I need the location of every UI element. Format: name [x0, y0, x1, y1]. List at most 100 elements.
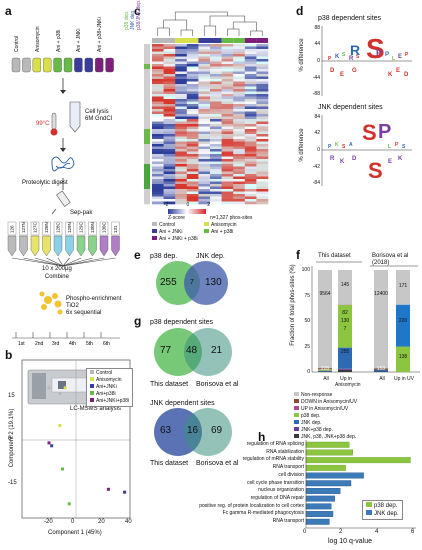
heatmap-cell [198, 196, 211, 200]
heatmap-cell [186, 199, 199, 202]
heatmap-cell [175, 129, 188, 132]
heatmap-cell [210, 71, 222, 75]
heatmap-cell [233, 144, 246, 147]
logo-letter: L [392, 56, 395, 62]
heatmap-cell [210, 89, 222, 92]
f-header-left: This dataset [318, 253, 351, 259]
heatmap-cell [221, 101, 234, 105]
heatmap-cell [233, 146, 246, 150]
round-label: 3rd [52, 341, 59, 347]
bar-annotation: 12400 [374, 291, 388, 298]
heatmap-cell [256, 186, 269, 190]
cluster-bar [144, 139, 150, 142]
heatmap-cell [210, 194, 222, 197]
heatmap-cell [175, 71, 188, 75]
heatmap-cell [244, 194, 257, 197]
f-xlabel: All [379, 376, 385, 382]
heatmap-cell [221, 91, 234, 95]
heatmap-cell [221, 191, 234, 195]
logo-letter: P [405, 52, 409, 58]
heatmap-cell [256, 74, 269, 77]
venn-e-a: 255 [160, 277, 177, 288]
heatmap-cell [233, 104, 246, 107]
heatmap-cell [152, 181, 164, 185]
heatmap-cell [175, 144, 188, 147]
heatmap-cell [256, 131, 269, 135]
panel-label-c: c [134, 4, 141, 18]
heatmap-cell [210, 54, 222, 57]
cluster-bar [144, 51, 150, 55]
heatmap-cell [256, 111, 269, 115]
cluster-side-label: p38/JNK dep. [136, 0, 142, 30]
cluster-bar [144, 199, 150, 202]
tmt-label: 129C [79, 221, 84, 233]
pca-ytick: 0 [8, 436, 12, 442]
heatmap-cell [210, 126, 222, 130]
heatmap-cell [233, 79, 246, 82]
heatmap-cell [186, 61, 199, 65]
heatmap-cell [221, 186, 234, 190]
heatmap-cell [175, 81, 188, 85]
heatmap-cell [233, 156, 246, 160]
heatmap-cell [175, 44, 188, 47]
logo-letter: E [340, 72, 344, 78]
heatmap-cell [210, 166, 222, 170]
logo-ytick: -42 [312, 164, 320, 170]
heatmap-cell [163, 104, 176, 107]
heatmap-cell [221, 76, 234, 80]
go-bar [305, 480, 352, 487]
heatmap-cell [233, 124, 246, 127]
condition-bar [256, 38, 268, 43]
heatmap-cell [186, 111, 199, 115]
heatmap-cell [210, 111, 222, 115]
heatmap-cell [221, 134, 234, 137]
heatmap-cell [233, 86, 246, 90]
round-label: 1st [18, 341, 25, 347]
heatmap-cell [152, 91, 164, 95]
f-ytick: 100 [301, 267, 310, 273]
heatmap-cell [152, 179, 164, 182]
heatmap-cell [221, 139, 234, 142]
heatmap-cell [186, 141, 199, 145]
heatmap-cell [175, 109, 188, 112]
heatmap-cell [256, 201, 269, 205]
panel-label-f: f [296, 248, 300, 262]
heatmap [144, 11, 269, 214]
cluster-bar [144, 191, 150, 195]
heatmap-cell [221, 84, 234, 87]
heatmap-cell [244, 129, 257, 132]
heatmap-cell [221, 179, 234, 182]
cluster-bar [144, 94, 150, 97]
cluster-bar [144, 61, 150, 65]
heatmap-cell [163, 59, 176, 62]
heatmap-cell [186, 164, 199, 167]
heatmap-cell [221, 99, 234, 102]
cluster-bar [144, 156, 150, 160]
venn-g2-title: JNK dependent sites [150, 400, 215, 407]
panel-label-a: a [5, 4, 12, 18]
heatmap-cell [244, 79, 257, 82]
heatmap-cell [163, 169, 176, 172]
heatmap-cell [256, 84, 269, 87]
heatmap-cell [186, 46, 199, 50]
heatmap-cell [244, 114, 257, 117]
heatmap-cell [244, 171, 257, 175]
heatmap-cell [256, 134, 269, 137]
heatmap-cell [256, 199, 269, 202]
heatmap-cell [210, 49, 222, 52]
heatmap-cell [244, 89, 257, 92]
pca-point [47, 386, 51, 390]
heatmap-cell [186, 51, 199, 55]
heatmap-cell [221, 146, 234, 150]
go-category: cell cycle phase transition [247, 479, 304, 486]
heatmap-cell [233, 179, 246, 182]
cluster-bar [144, 81, 150, 85]
heatmap-cell [210, 44, 222, 47]
cluster-bar [144, 151, 150, 155]
heatmap-cell [256, 141, 269, 145]
heatmap-cell [163, 159, 176, 162]
heatmap-cell [186, 139, 199, 142]
workflow-diagram: 126 127N 127C 128N 128C 129N 129C 130N 130C 131 1… [7, 57, 120, 405]
heatmap-cell [152, 169, 164, 172]
heatmap-cell [256, 144, 269, 147]
